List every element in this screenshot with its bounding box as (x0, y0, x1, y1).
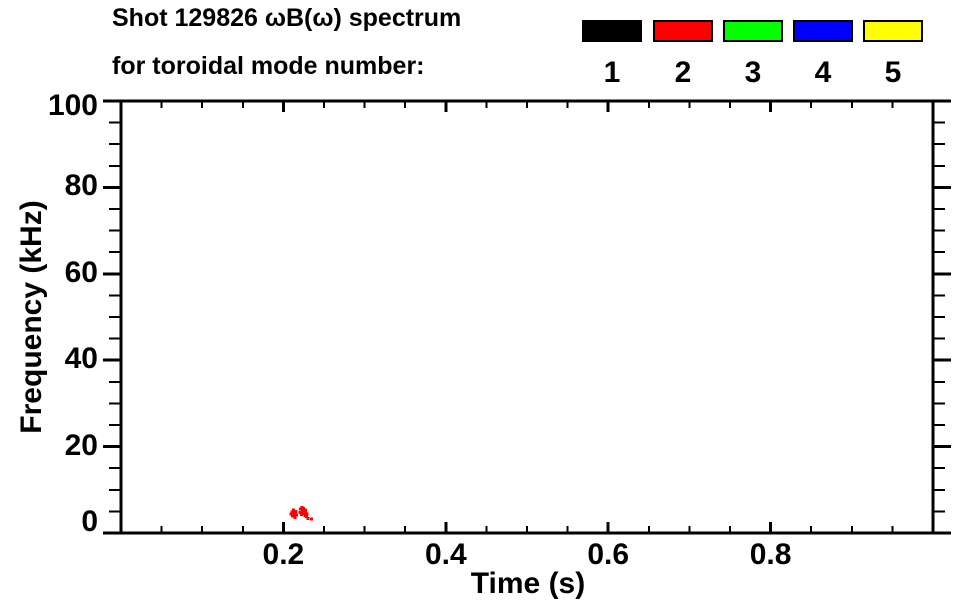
y-tick-label: 80 (64, 169, 98, 203)
data-point-n2 (302, 506, 306, 510)
data-point-n2 (310, 517, 313, 521)
data-point-n2 (292, 513, 296, 517)
data-point-n2 (298, 510, 302, 514)
data-point-n2 (303, 508, 307, 512)
data-point-n2 (300, 506, 304, 509)
data-point-n2 (301, 509, 304, 513)
legend-swatch-1 (582, 20, 642, 42)
data-point-n2 (303, 514, 307, 518)
y-tick-label: 0 (81, 505, 98, 538)
data-point-n2 (305, 512, 309, 516)
x-tick-label: 0.6 (587, 538, 630, 571)
chart-title-line1: Shot 129826 ωB(ω) spectrum (112, 4, 462, 32)
y-tick-label: 40 (64, 342, 98, 376)
x-tick-label: 0.4 (424, 538, 467, 571)
data-point-n2 (289, 512, 293, 516)
data-point-n2 (291, 511, 295, 515)
data-point-n2 (305, 515, 308, 519)
data-point-n2 (295, 513, 299, 517)
x-tick-label: 0.2 (262, 538, 305, 571)
legend-label-3: 3 (744, 56, 762, 89)
data-point-n2 (292, 508, 295, 512)
data-point-n2 (290, 514, 294, 518)
data-point-n2 (306, 516, 310, 520)
legend-swatch-3 (723, 20, 783, 42)
legend-label-4: 4 (814, 56, 832, 89)
data-point-n2 (299, 512, 303, 516)
legend-label-2: 2 (674, 56, 692, 89)
data-point-n2 (299, 507, 303, 511)
y-tick-label: 20 (64, 428, 98, 462)
legend-swatch-5 (863, 20, 923, 42)
x-axis-title: Time (s) (470, 567, 586, 600)
legend-label-5: 5 (884, 56, 902, 89)
chart-title-line2: for toroidal mode number: (112, 52, 425, 80)
x-tick-label: 0.8 (749, 538, 792, 571)
legend-swatch-4 (793, 20, 853, 42)
y-tick-label: 60 (64, 255, 98, 289)
data-point-n2 (293, 515, 297, 519)
data-point-n2 (301, 512, 305, 516)
legend-label-1: 1 (603, 56, 621, 89)
y-tick-label: 100 (47, 89, 98, 122)
y-axis-title: Frequency (kHz) (15, 200, 48, 434)
legend-swatch-2 (653, 20, 713, 42)
data-point-n2 (302, 510, 306, 514)
data-point-n2 (294, 509, 298, 513)
